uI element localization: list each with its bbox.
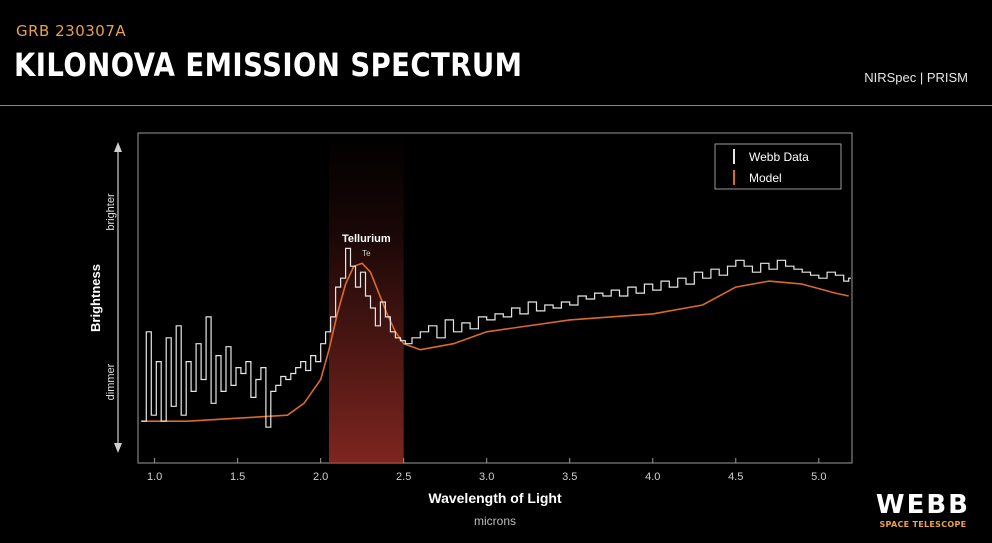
x-tick-label: 5.0 bbox=[811, 471, 826, 483]
y-arrow-up bbox=[114, 142, 122, 152]
legend-label-data: Webb Data bbox=[749, 150, 809, 164]
x-tick-label: 4.0 bbox=[645, 471, 660, 483]
event-id: GRB 230307A bbox=[16, 22, 127, 40]
x-tick-label: 1.0 bbox=[147, 471, 162, 483]
webb-logo: WEBB SPACE TELESCOPE bbox=[876, 492, 970, 529]
legend-label-model: Model bbox=[749, 171, 782, 185]
y-arrow-down bbox=[114, 443, 122, 453]
y-axis-label: Brightness bbox=[88, 264, 103, 332]
legend: Webb Data Model bbox=[714, 143, 842, 190]
header-divider bbox=[0, 105, 992, 106]
x-axis-unit: microns bbox=[474, 514, 516, 528]
model-series-line bbox=[141, 262, 849, 422]
y-low-label: dimmer bbox=[105, 363, 117, 400]
x-tick-label: 3.0 bbox=[479, 471, 494, 483]
x-tick-label: 3.5 bbox=[562, 471, 577, 483]
y-high-label: brighter bbox=[105, 193, 117, 231]
page-title: KILONOVA EMISSION SPECTRUM bbox=[14, 46, 523, 84]
annotation-label: Tellurium bbox=[342, 233, 391, 245]
x-tick-label: 1.5 bbox=[230, 471, 245, 483]
x-tick-label: 4.5 bbox=[728, 471, 743, 483]
tellurium-highlight-band bbox=[328, 134, 404, 463]
logo-subtitle: SPACE TELESCOPE bbox=[879, 520, 967, 529]
annotation-sublabel: Te bbox=[362, 249, 371, 258]
y-axis: Brightness brighter dimmer bbox=[88, 142, 122, 453]
x-tick-label: 2.0 bbox=[313, 471, 328, 483]
x-axis-label: Wavelength of Light bbox=[428, 490, 562, 506]
logo-wordmark: WEBB bbox=[875, 490, 970, 520]
webb-data-series-line bbox=[141, 247, 851, 428]
instrument-label: NIRSpec | PRISM bbox=[864, 70, 968, 85]
x-tick-label: 2.5 bbox=[396, 471, 411, 483]
legend-box bbox=[714, 143, 842, 190]
